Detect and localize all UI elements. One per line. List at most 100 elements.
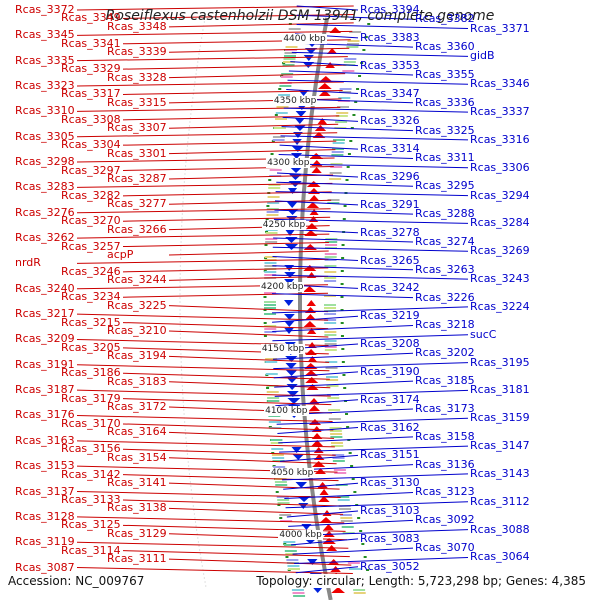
feature-stripe	[341, 526, 354, 528]
outer-ring-dot	[195, 73, 197, 75]
tick-dot	[367, 23, 371, 25]
outer-ring-dot	[203, 573, 205, 575]
connector-line	[168, 250, 329, 256]
forward-gene-arrow	[304, 314, 317, 320]
tick-dot	[360, 62, 364, 64]
connector-line	[122, 372, 330, 380]
kbp-tick-label: 4250 kbp	[261, 220, 307, 230]
connector-line	[286, 89, 359, 95]
forward-gene-label: Rcas_3137	[15, 484, 75, 498]
feature-stripe	[333, 469, 346, 471]
kbp-tick-label: 4350 kbp	[272, 96, 318, 106]
forward-gene-label: Rcas_3234	[61, 290, 121, 304]
reverse-gene-label: Rcas_3278	[360, 225, 420, 239]
reverse-gene-label: gidB	[470, 49, 495, 63]
outer-ring-dot	[195, 525, 197, 527]
connector-line	[168, 149, 336, 155]
reverse-gene-label: Rcas_3173	[415, 401, 475, 415]
reverse-gene-arrow	[289, 174, 302, 180]
feature-stripe	[353, 592, 366, 594]
outer-ring-dot	[197, 61, 199, 63]
feature-stripe	[327, 202, 340, 204]
forward-gene-label: Rcas_3297	[61, 163, 121, 177]
outer-ring-dot	[188, 125, 191, 127]
reverse-gene-arrow	[284, 300, 294, 306]
feature-stripe	[282, 64, 295, 66]
outer-ring-dot	[179, 285, 181, 287]
forward-gene-label: Rcas_3257	[61, 239, 121, 253]
outer-ring-dot	[200, 561, 203, 563]
forward-gene-arrow	[306, 202, 320, 208]
reverse-gene-label: Rcas_3311	[415, 151, 475, 165]
reverse-gene-label: Rcas_3291	[360, 197, 420, 211]
tick-dot	[358, 75, 362, 77]
reverse-gene-arrow	[285, 230, 295, 236]
feature-stripe	[264, 328, 277, 330]
forward-gene-label: acpP	[107, 247, 134, 261]
feature-stripe	[344, 58, 357, 60]
tick-dot	[345, 413, 349, 415]
feature-stripe	[268, 421, 281, 423]
reverse-gene-label: Rcas_3052	[360, 559, 420, 573]
connector-line	[168, 330, 329, 338]
feature-stripe	[264, 262, 277, 264]
feature-stripe	[324, 265, 337, 267]
outer-ring-dot	[189, 121, 191, 123]
connector-line	[122, 89, 343, 95]
forward-gene-label: Rcas_3170	[61, 416, 121, 430]
feature-stripe	[291, 589, 304, 591]
forward-gene-arrow	[317, 118, 327, 124]
outer-ring-dot	[184, 173, 186, 175]
feature-stripe	[274, 481, 287, 483]
outer-ring-dot	[188, 469, 190, 471]
tick-dot	[340, 335, 344, 337]
feature-stripe	[347, 562, 360, 564]
reverse-gene-arrow	[307, 559, 318, 565]
feature-stripe	[283, 58, 296, 60]
forward-gene-label: Rcas_3111	[107, 552, 167, 566]
tick-dot	[263, 309, 267, 311]
connector-line	[290, 61, 359, 67]
forward-gene-label: Rcas_3317	[61, 87, 121, 101]
feature-stripe	[268, 415, 281, 417]
reverse-gene-label: Rcas_3347	[360, 86, 420, 100]
outer-ring-dot	[198, 53, 200, 55]
feature-stripe	[325, 376, 338, 378]
tick-dot	[341, 257, 345, 259]
tick-dot	[340, 322, 344, 324]
feature-stripe	[284, 550, 297, 552]
feature-stripe	[272, 136, 285, 138]
outer-ring-dot	[180, 241, 182, 243]
forward-gene-arrow	[311, 440, 324, 446]
outer-ring-dot	[180, 361, 182, 363]
feature-stripe	[272, 139, 285, 141]
connector-line	[272, 265, 414, 271]
feature-stripe	[332, 139, 345, 141]
tick-dot	[268, 179, 272, 181]
connector-line	[76, 208, 331, 214]
tick-dot	[354, 101, 358, 103]
kbp-tick-label: 4300 kbp	[266, 158, 311, 168]
reverse-gene-label: Rcas_3360	[415, 40, 475, 54]
forward-gene-arrow	[331, 587, 346, 593]
reverse-gene-arrow	[287, 398, 301, 404]
feature-stripe	[324, 313, 337, 315]
forward-gene-label: Rcas_3276	[15, 205, 75, 219]
feature-stripe	[286, 559, 299, 561]
forward-gene-label: Rcas_3270	[61, 214, 121, 228]
feature-stripe	[264, 256, 277, 258]
forward-gene-label: Rcas_3304	[61, 138, 121, 152]
forward-gene-arrow	[311, 167, 322, 173]
outer-ring-dot	[194, 77, 197, 79]
connector-line	[273, 218, 469, 224]
outer-ring-dot	[180, 369, 183, 371]
feature-stripe	[275, 484, 288, 486]
reverse-gene-label: Rcas_3159	[470, 411, 530, 425]
reverse-gene-label: Rcas_3218	[415, 318, 475, 332]
outer-ring-dot	[179, 273, 181, 275]
reverse-gene-arrow	[303, 55, 314, 61]
outer-ring-dot	[199, 549, 201, 551]
kbp-tick-label: 4150 kbp	[260, 344, 306, 354]
connector-line	[76, 491, 341, 499]
reverse-gene-label: Rcas_3269	[470, 244, 530, 258]
